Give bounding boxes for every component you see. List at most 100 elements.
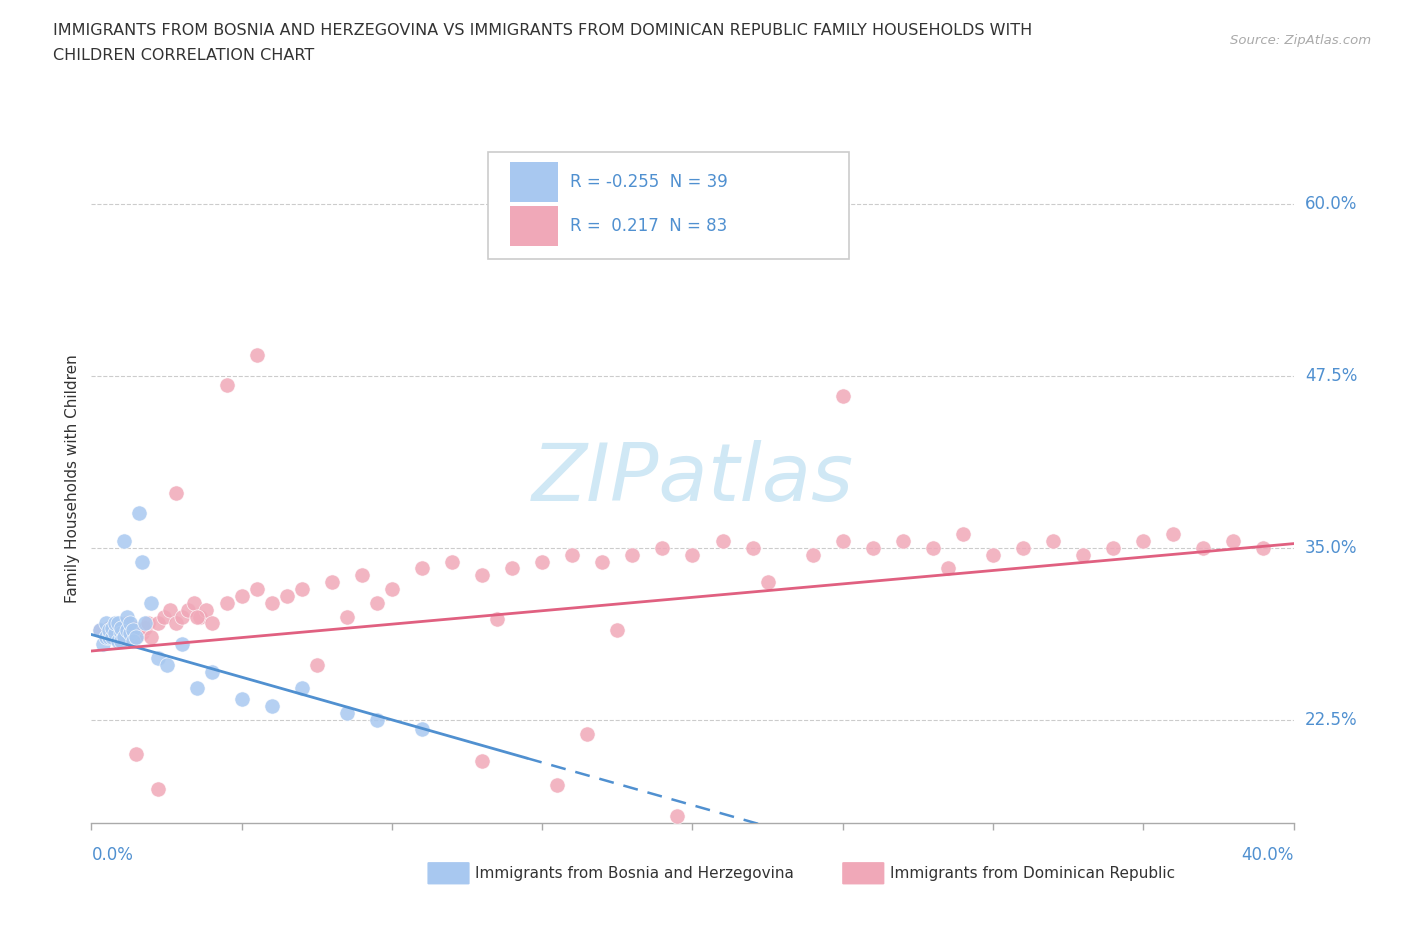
Point [122,620,145,635]
Point [606,623,628,638]
Point [186,681,208,696]
Point [176,603,198,618]
Point [101,630,124,644]
Text: Immigrants from Bosnia and Herzegovina: Immigrants from Bosnia and Herzegovina [475,866,794,881]
Point [321,575,343,590]
Point [1042,534,1064,549]
Point [128,506,150,521]
Point [114,534,136,549]
Point [952,526,974,541]
Point [862,540,884,555]
Point [246,348,269,363]
Point [131,626,153,641]
Point [231,589,253,604]
Point [486,612,509,627]
Point [531,554,554,569]
Point [110,626,132,641]
Point [141,630,163,644]
Point [440,554,463,569]
Text: R =  0.217  N = 83: R = 0.217 N = 83 [569,218,727,235]
Point [1102,540,1125,555]
Point [260,698,283,713]
Point [146,616,169,631]
Point [831,389,853,404]
Point [305,658,328,672]
Point [89,623,111,638]
Point [1192,540,1215,555]
Point [104,626,127,641]
Point [104,616,127,631]
Point [201,664,224,679]
Text: CHILDREN CORRELATION CHART: CHILDREN CORRELATION CHART [53,48,315,63]
Point [125,630,148,644]
Point [1132,534,1154,549]
Point [114,630,136,644]
Point [120,626,142,641]
Text: 35.0%: 35.0% [1305,538,1357,557]
Bar [510,206,558,246]
Point [107,620,129,635]
Text: 40.0%: 40.0% [1241,846,1294,864]
Point [1161,526,1184,541]
Point [165,485,187,500]
Point [1071,547,1094,562]
Point [350,568,373,583]
Point [93,637,115,652]
Point [96,630,118,644]
Point [107,634,129,649]
Point [215,378,238,392]
Point [128,623,150,638]
Point [501,561,523,576]
Point [117,609,139,624]
Point [117,623,139,638]
Point [756,575,779,590]
Point [922,540,945,555]
Point [366,712,388,727]
Point [146,781,169,796]
Point [96,630,118,644]
Point [152,609,174,624]
Point [891,534,914,549]
Point [651,540,673,555]
Point [291,581,314,596]
Point [215,595,238,610]
Point [201,616,224,631]
Point [1222,534,1244,549]
Point [183,595,205,610]
Point [276,589,298,604]
Point [336,706,359,721]
Point [381,581,404,596]
Text: 22.5%: 22.5% [1305,711,1357,729]
Point [666,809,689,824]
Point [336,609,359,624]
Point [188,609,211,624]
Point [831,534,853,549]
Point [110,634,132,649]
Text: Immigrants from Dominican Republic: Immigrants from Dominican Republic [890,866,1175,881]
Point [110,620,132,635]
Point [1253,540,1275,555]
Point [104,626,127,641]
Point [194,603,217,618]
Point [981,547,1004,562]
Point [186,609,208,624]
Point [170,609,193,624]
Point [96,616,118,631]
Point [546,777,568,792]
Point [134,620,156,635]
Point [801,547,824,562]
Point [98,620,121,635]
Point [411,561,433,576]
Y-axis label: Family Households with Children: Family Households with Children [65,354,80,604]
FancyBboxPatch shape [488,153,849,259]
Point [101,630,124,644]
Point [146,650,169,665]
Point [138,616,160,631]
Text: IMMIGRANTS FROM BOSNIA AND HERZEGOVINA VS IMMIGRANTS FROM DOMINICAN REPUBLIC FAM: IMMIGRANTS FROM BOSNIA AND HERZEGOVINA V… [53,23,1032,38]
Point [471,753,494,768]
Point [291,681,314,696]
Point [231,692,253,707]
Point [165,616,187,631]
Point [107,616,129,631]
Point [125,630,148,644]
